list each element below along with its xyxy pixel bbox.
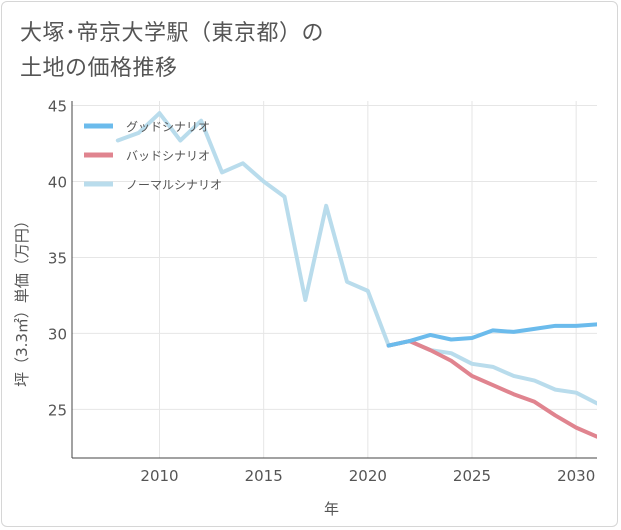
x-tick-label-2030: 2030 [557,467,595,485]
y-tick-label-30: 30 [48,325,67,343]
axes-layer: 2010 2015 2020 2025 2030 25 30 35 40 45 年 坪（3.3㎡）単価… [13,98,597,518]
chart-title-line1: 大塚･帝京大学駅（東京都）の [20,21,325,46]
y-tick-label-35: 35 [48,249,67,267]
legend-label: グッドシナリオ [126,120,210,134]
x-tick-label-2015: 2015 [245,467,283,485]
legend-label: バッドシナリオ [126,149,210,163]
x-tick-label-2025: 2025 [453,467,491,485]
series-layer [115,111,597,439]
legend-item-good[interactable]: グッドシナリオ [84,120,210,134]
y-tick-label-40: 40 [48,174,67,192]
chart-title: 大塚･帝京大学駅（東京都）の 土地の価格推移 [20,16,440,86]
x-axis-title: 年 [324,500,339,518]
y-tick-label-25: 25 [48,401,67,419]
legend-item-bad[interactable]: バッドシナリオ [84,149,210,163]
series-line-normal [115,111,597,406]
series-line-bad [386,339,597,439]
legend-item-normal[interactable]: ノーマルシナリオ [84,178,222,192]
x-tick-label-2010: 2010 [140,467,178,485]
series-line-good [386,322,597,348]
chart-title-line2: 土地の価格推移 [20,56,178,81]
y-tick-label-45: 45 [48,98,67,116]
grid-layer [72,101,597,458]
legend-label: ノーマルシナリオ [126,178,222,192]
y-axis-title: 坪（3.3㎡）単価（万円） [13,213,31,387]
x-tick-label-2020: 2020 [349,467,387,485]
